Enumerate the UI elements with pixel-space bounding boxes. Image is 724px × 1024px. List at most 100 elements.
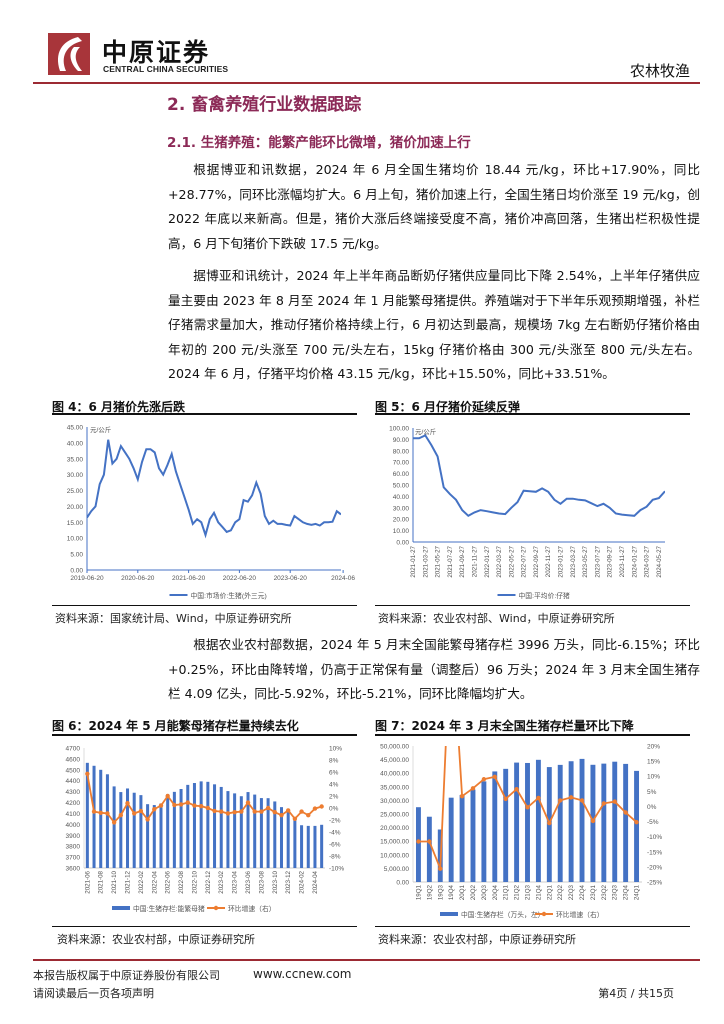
line-marker	[634, 819, 639, 825]
figure-7-top-rule	[375, 734, 690, 736]
y-tick-label: 4100	[66, 811, 81, 818]
line-marker	[612, 799, 617, 804]
line-marker	[132, 811, 137, 816]
bar	[300, 825, 304, 868]
bar	[415, 807, 421, 882]
bar	[514, 762, 520, 882]
x-tick-label: 2022-10	[191, 870, 198, 893]
line-marker	[192, 803, 197, 808]
x-tick-label: 2022-02	[138, 870, 145, 893]
y2-tick-label: 8%	[329, 758, 339, 765]
y-tick-label: 10.00	[393, 528, 410, 535]
y-tick-label: 15,000.00	[380, 839, 409, 846]
y-tick-label: 10.00	[67, 536, 84, 543]
y-tick-label: 3800	[66, 844, 81, 851]
figure-4-title: 图 4：6 月猪价先涨后跌	[52, 400, 186, 414]
x-tick-label: 2022-06-20	[223, 575, 257, 582]
x-tick-label: 2021-01-27	[410, 545, 417, 577]
line-marker	[272, 810, 277, 815]
bar	[119, 792, 123, 868]
y2-tick-label: 10%	[329, 746, 342, 753]
footer-website-link[interactable]: www.ccnew.com	[253, 967, 352, 981]
x-tick-label: 24Q1	[634, 884, 641, 900]
x-tick-label: 22Q3	[568, 884, 575, 900]
figure-4-chart: 0.00 5.00 10.00 15.00 20.00 25.00 30.00 35.00 40…	[67, 425, 356, 601]
x-tick-label: 2024-04	[312, 870, 319, 893]
x-tick-label: 2021-07-27	[447, 545, 454, 577]
y-tick-label: 4600	[66, 756, 81, 763]
y-tick-label: 10,000.00	[380, 852, 409, 859]
bar	[213, 784, 217, 868]
y2-tick-label: 10%	[647, 774, 660, 781]
line-marker	[623, 810, 628, 815]
paragraph-sow-inventory: 根据农业农村部数据，2024 年 5 月末全国能繁母猪存栏 3996 万头，同比…	[168, 637, 700, 702]
y-tick-label: 3900	[66, 833, 81, 840]
line-marker	[118, 813, 124, 818]
x-tick-label: 2023-07-27	[594, 545, 601, 577]
x-tick-label: 2022-07-27	[521, 545, 528, 577]
legend-label: 中国:生猪存栏:能繁母猪	[133, 904, 205, 913]
bar	[186, 784, 190, 868]
bar	[172, 791, 176, 868]
series-line	[413, 434, 665, 518]
x-tick-label: 2023-11-27	[619, 545, 626, 577]
x-tick-label: 22Q1	[546, 884, 553, 900]
line-marker	[125, 801, 130, 806]
y-tick-label: 40.00	[393, 494, 410, 501]
figure-5-bottom-rule	[375, 605, 690, 606]
y-tick-label: 4300	[66, 789, 81, 796]
legend-label: 环比增速（右）	[228, 904, 276, 913]
x-tick-label: 21Q4	[535, 884, 542, 900]
x-tick-label: 2021-06	[84, 870, 91, 893]
y2-tick-label: -10%	[647, 834, 662, 841]
y-tick-label: 30.00	[393, 505, 410, 512]
x-tick-label: 2021-12	[125, 870, 132, 893]
bar	[99, 769, 103, 868]
y-tick-label: 50.00	[393, 483, 410, 490]
line-marker	[145, 817, 150, 822]
unit-label: 元/公斤	[90, 425, 112, 434]
line-marker	[111, 820, 117, 825]
x-tick-label: 20Q1	[459, 884, 466, 900]
bar	[286, 808, 290, 868]
line-marker	[198, 804, 204, 809]
bar	[481, 781, 487, 882]
bar	[166, 794, 170, 868]
x-tick-label: 2024-03-27	[644, 545, 651, 577]
x-tick-label: 2023-06-20	[274, 575, 308, 582]
line-marker	[536, 795, 541, 801]
y-tick-label: 20,000.00	[380, 825, 409, 832]
header-divider	[33, 82, 700, 84]
bar	[206, 781, 210, 868]
x-tick-label: 2022-04	[151, 870, 158, 893]
x-tick-label: 2021-03-27	[422, 545, 429, 577]
y2-tick-label: 5%	[647, 789, 657, 796]
x-tick-label: 2024-02	[299, 870, 306, 893]
y-tick-label: 30.00	[67, 472, 84, 479]
line-marker	[219, 809, 224, 814]
x-tick-label: 2024-06	[331, 575, 355, 582]
line-marker	[492, 774, 497, 780]
paragraph-pig-price: 根据博亚和讯数据，2024 年 6 月全国生猪均价 18.44 元/kg，环比+…	[168, 162, 700, 251]
figure-5-top-rule	[375, 413, 690, 415]
x-tick-label: 23Q4	[623, 884, 630, 900]
bar	[233, 793, 237, 868]
line-marker	[158, 803, 164, 808]
x-tick-label: 2023-01-27	[558, 545, 565, 577]
bar	[92, 765, 96, 868]
legend-label: 中国:市场价:生猪(外三元)	[191, 591, 267, 600]
line-marker	[568, 795, 574, 800]
y-tick-label: 90.00	[393, 437, 410, 444]
line-marker	[514, 787, 519, 792]
x-tick-label: 2023-02	[218, 870, 225, 893]
x-tick-label: 2022-09-27	[533, 545, 540, 577]
y2-tick-label: -10%	[329, 866, 344, 873]
line-marker	[590, 818, 596, 824]
line-marker	[232, 810, 237, 815]
line-marker	[98, 810, 103, 815]
legend-label: 中国:平均价:仔猪	[519, 591, 571, 600]
x-tick-label: 2022-11-27	[545, 545, 552, 577]
bar	[470, 789, 476, 882]
x-tick-label: 20Q3	[481, 884, 488, 900]
y-tick-label: 4200	[66, 800, 81, 807]
